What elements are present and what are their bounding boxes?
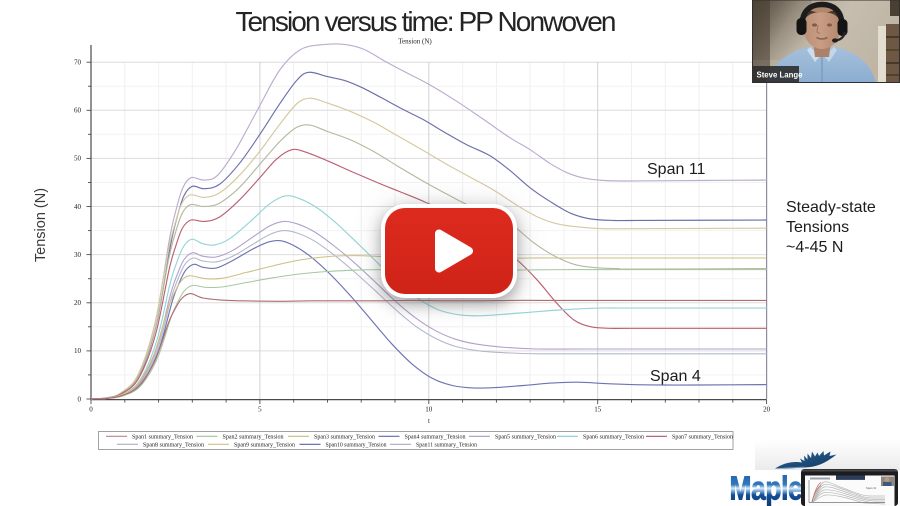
svg-text:20: 20: [74, 299, 82, 307]
svg-text:Tension (N): Tension (N): [398, 38, 432, 46]
svg-text:50: 50: [74, 155, 82, 163]
svg-text:Span8 summary_Tension: Span8 summary_Tension: [143, 442, 205, 449]
svg-text:Span9 summary_Tension: Span9 summary_Tension: [234, 442, 296, 449]
svg-text:Span7 summary_Tension: Span7 summary_Tension: [672, 434, 734, 441]
svg-text:0: 0: [78, 395, 82, 403]
svg-text:20: 20: [763, 406, 771, 414]
svg-text:0: 0: [89, 406, 93, 414]
svg-text:Steve Lange: Steve Lange: [757, 71, 804, 80]
svg-text:5: 5: [258, 406, 262, 414]
svg-text:10: 10: [74, 347, 82, 355]
svg-text:Span4 summary_Tension: Span4 summary_Tension: [405, 434, 467, 441]
svg-text:30: 30: [74, 251, 82, 259]
svg-text:Span3 summary_Tension: Span3 summary_Tension: [314, 434, 376, 441]
svg-text:60: 60: [74, 107, 82, 115]
svg-text:Maple: Maple: [730, 471, 803, 506]
svg-text:Span11 summary_Tension: Span11 summary_Tension: [416, 442, 478, 449]
svg-text:Span 11: Span 11: [866, 486, 877, 490]
svg-text:70: 70: [74, 59, 82, 67]
svg-text:Tension (N): Tension (N): [33, 188, 49, 262]
svg-text:10: 10: [425, 406, 433, 414]
svg-text:40: 40: [74, 203, 82, 211]
svg-text:15: 15: [594, 406, 602, 414]
svg-text:t: t: [428, 417, 430, 425]
svg-text:Span1 summary_Tension: Span1 summary_Tension: [132, 434, 194, 441]
svg-text:Span6 summary_Tension: Span6 summary_Tension: [583, 434, 645, 441]
svg-text:Span5 summary_Tension: Span5 summary_Tension: [495, 434, 557, 441]
svg-text:Span10 summary_Tension: Span10 summary_Tension: [326, 442, 388, 449]
svg-text:Span2 summary_Tension: Span2 summary_Tension: [223, 434, 285, 441]
